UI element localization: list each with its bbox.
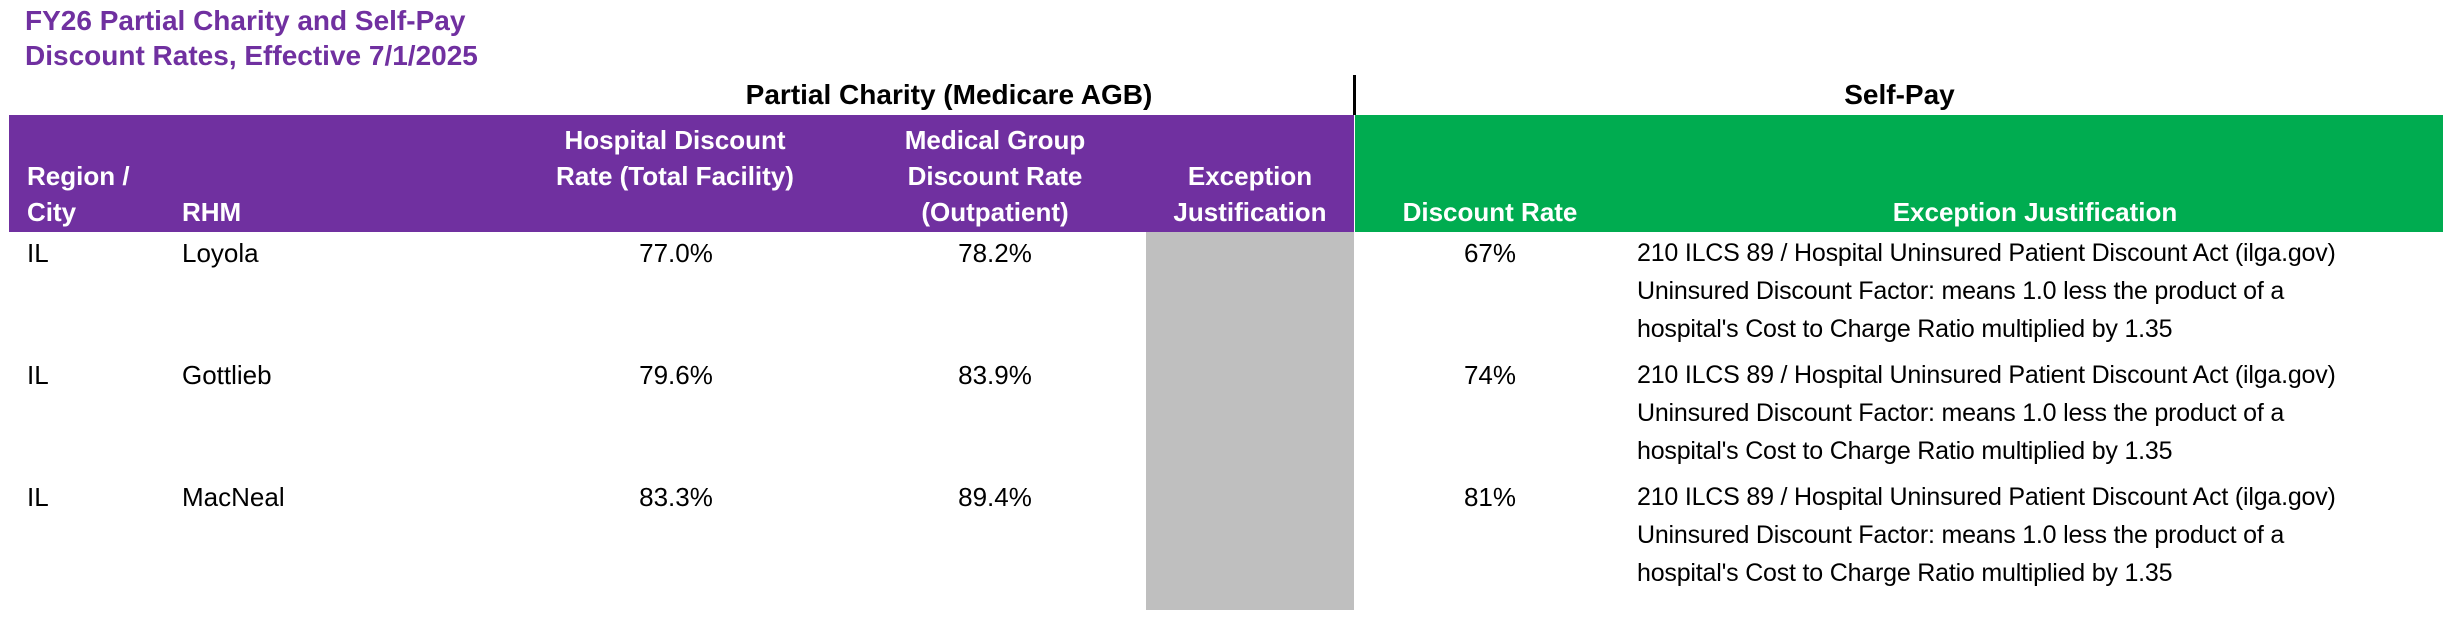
page-title-line-2: Discount Rates, Effective 7/1/2025 <box>25 40 478 71</box>
hospital-discount-rate-cell: 79.6% <box>639 360 713 390</box>
justification-line: hospital's Cost to Charge Ratio multipli… <box>1637 315 2173 343</box>
column-header-medical-group-line-3: (Outpatient) <box>921 197 1069 227</box>
column-header-partial-exception-justification: Exception Justification <box>1146 158 1354 230</box>
region-cell: IL <box>27 238 49 268</box>
table-row: IL Gottlieb 79.6% 83.9% 74% 210 ILCS 89 … <box>0 354 2452 476</box>
page-title-line-1: FY26 Partial Charity and Self-Pay <box>25 5 466 36</box>
partial-charity-header-band <box>9 115 1354 232</box>
hospital-discount-rate-cell: 77.0% <box>639 238 713 268</box>
justification-line: Uninsured Discount Factor: means 1.0 les… <box>1637 521 2285 549</box>
column-header-hospital-discount-rate-line-2: Rate (Total Facility) <box>556 161 794 191</box>
column-header-medical-group-line-1: Medical Group <box>904 125 1086 155</box>
justification-line: Uninsured Discount Factor: means 1.0 les… <box>1637 399 2285 427</box>
medical-group-discount-rate-cell: 78.2% <box>958 238 1032 268</box>
justification-line: 210 ILCS 89 / Hospital Uninsured Patient… <box>1637 361 2336 389</box>
selfpay-exception-justification-cell: 210 ILCS 89 / Hospital Uninsured Patient… <box>1637 478 2449 592</box>
selfpay-discount-rate-cell: 81% <box>1463 482 1517 512</box>
table-row: IL MacNeal 83.3% 89.4% 81% 210 ILCS 89 /… <box>0 476 2452 598</box>
group-header-partial-charity: Partial Charity (Medicare AGB) <box>745 79 1153 110</box>
column-header-medical-group-line-2: Discount Rate <box>907 161 1083 191</box>
region-cell: IL <box>27 482 49 512</box>
table-row: IL Loyola 77.0% 78.2% 67% 210 ILCS 89 / … <box>0 232 2452 354</box>
justification-line: hospital's Cost to Charge Ratio multipli… <box>1637 437 2173 465</box>
column-header-rhm: RHM <box>182 197 242 227</box>
column-header-hospital-discount-rate: Hospital Discount Rate (Total Facility) <box>540 122 810 194</box>
rhm-cell: Loyola <box>182 238 259 268</box>
rhm-cell: Gottlieb <box>182 360 272 390</box>
column-header-partial-exception-line-2: Justification <box>1173 197 1327 227</box>
column-header-partial-exception-line-1: Exception <box>1187 161 1313 191</box>
column-header-region-city: Region / City <box>27 158 130 230</box>
page-title: FY26 Partial Charity and Self-Pay Discou… <box>25 3 478 73</box>
column-header-selfpay-discount-rate: Discount Rate <box>1402 197 1578 227</box>
column-header-region-city-line-2: City <box>27 197 77 227</box>
rhm-cell: MacNeal <box>182 482 285 512</box>
column-header-hospital-discount-rate-line-1: Hospital Discount <box>564 125 786 155</box>
selfpay-discount-rate-cell: 74% <box>1463 360 1517 390</box>
selfpay-discount-rate-cell: 67% <box>1463 238 1517 268</box>
section-divider-line <box>1353 75 1356 115</box>
column-header-selfpay-exception-justification: Exception Justification <box>1892 197 2178 227</box>
column-header-medical-group-discount-rate: Medical Group Discount Rate (Outpatient) <box>828 122 1162 230</box>
partial-exception-empty-column <box>1146 232 1354 610</box>
column-header-region-city-line-1: Region / <box>27 161 130 191</box>
self-pay-header-band <box>1355 115 2443 232</box>
justification-line: Uninsured Discount Factor: means 1.0 les… <box>1637 277 2285 305</box>
region-cell: IL <box>27 360 49 390</box>
medical-group-discount-rate-cell: 83.9% <box>958 360 1032 390</box>
selfpay-exception-justification-cell: 210 ILCS 89 / Hospital Uninsured Patient… <box>1637 356 2449 470</box>
medical-group-discount-rate-cell: 89.4% <box>958 482 1032 512</box>
justification-line: hospital's Cost to Charge Ratio multipli… <box>1637 559 2173 587</box>
justification-line: 210 ILCS 89 / Hospital Uninsured Patient… <box>1637 483 2336 511</box>
justification-line: 210 ILCS 89 / Hospital Uninsured Patient… <box>1637 239 2336 267</box>
selfpay-exception-justification-cell: 210 ILCS 89 / Hospital Uninsured Patient… <box>1637 234 2449 348</box>
hospital-discount-rate-cell: 83.3% <box>639 482 713 512</box>
group-header-self-pay: Self-Pay <box>1844 79 1955 110</box>
